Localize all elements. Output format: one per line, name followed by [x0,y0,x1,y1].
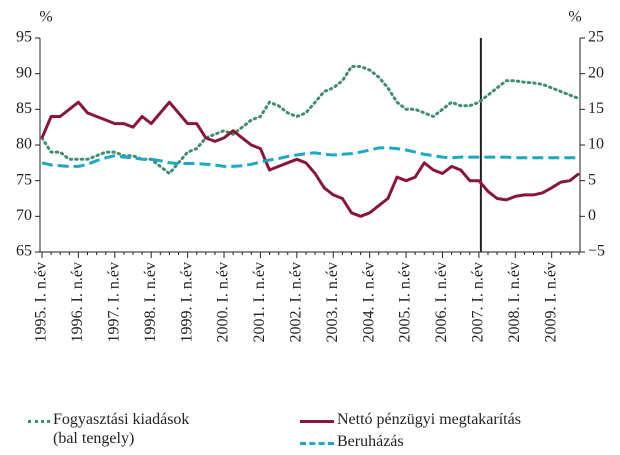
y2-tick-label: 10 [588,136,604,153]
y2-tick-label: 20 [588,64,604,81]
y2-tick-label: −5 [588,243,605,260]
x-tick-label: 2005. I. n.év [397,262,414,342]
series-line [40,65,581,175]
y-tick-label: 90 [16,64,32,81]
y-tick-label: 70 [16,207,32,224]
x-tick-label: 1997. I. n.év [105,262,122,342]
legend-swatch [300,420,334,423]
legend-label: Beruházás [337,433,404,450]
y-tick-label: 95 [16,29,32,46]
x-tick-label: 2004. I. n.év [360,262,377,342]
y-axis-unit: % [39,9,52,26]
x-tick-label: 2007. I. n.év [470,262,487,342]
x-tick-label: 2000. I. n.év [215,262,232,342]
legend-label: Nettó pénzügyi megtakarítás [337,411,521,428]
chart: % % 65 70 75 80 85 90 95 −5 0 5 10 15 20 25 1995. I. n… [16,9,605,343]
legend: Fogyasztási kiadások (bal tengely) Nettó … [0,392,620,455]
x-tick-label: 2002. I. n.év [288,262,305,342]
x-tick-label: 1996. I. n.év [69,262,86,342]
y2-tick-label: 15 [588,100,604,117]
legend-label: Fogyasztási kiadások (bal tengely) [53,411,190,447]
x-tick-label: 1995. I. n.év [33,262,50,342]
y-tick-label: 85 [16,100,32,117]
legend-item: Beruházás [300,432,404,451]
x-tick-label: 1999. I. n.év [178,262,195,342]
x-tick-label: 2009. I. n.év [542,262,559,342]
series-line [41,146,579,168]
y2-tick-label: 0 [588,207,596,224]
y2-tick-label: 5 [588,171,596,188]
legend-item: Nettó pénzügyi megtakarítás [300,410,521,429]
y2-tick-label: 25 [588,29,604,46]
y-tick-label: 65 [16,243,32,260]
y-tick-label: 80 [16,136,32,153]
x-tick-label: 2001. I. n.év [251,262,268,342]
x-tick-label: 2003. I. n.év [324,262,341,342]
x-tick-label: 2008. I. n.év [506,262,523,342]
x-tick-label: 2006. I. n.év [433,262,450,342]
series-line [40,100,580,218]
y-tick-label: 75 [16,171,32,188]
legend-swatch [28,420,50,423]
x-tick-label: 1998. I. n.év [142,262,159,342]
legend-item: Fogyasztási kiadások (bal tengely) [28,410,213,448]
y2-axis-unit: % [568,9,581,26]
legend-swatch [300,442,334,445]
